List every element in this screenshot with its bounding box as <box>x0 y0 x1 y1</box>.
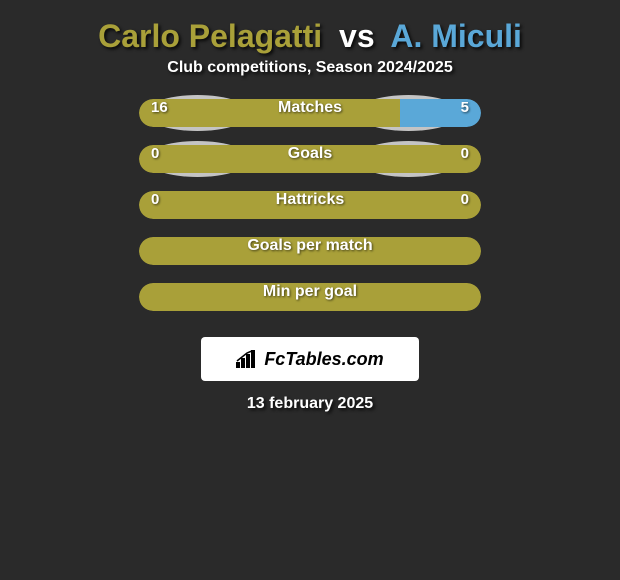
logo-text: FcTables.com <box>264 349 383 370</box>
stat-row: 0 0 Hattricks <box>139 191 481 219</box>
stat-label: Goals per match <box>247 237 372 255</box>
stat-right-value: 5 <box>461 99 469 116</box>
stat-bar: 0 0 Goals <box>139 145 481 173</box>
stat-right-value: 0 <box>461 191 469 208</box>
page-title: Carlo Pelagatti vs A. Miculi <box>98 18 522 55</box>
stat-bar: Goals per match <box>139 237 481 265</box>
stat-row: Min per goal <box>139 283 481 311</box>
stat-label: Goals <box>288 145 332 163</box>
bar-chart-icon <box>236 350 258 368</box>
stat-label: Hattricks <box>276 191 344 209</box>
stat-left-value: 16 <box>151 99 168 116</box>
stat-bar: 0 0 Hattricks <box>139 191 481 219</box>
stat-row: 16 5 Matches <box>139 99 481 127</box>
date-text: 13 february 2025 <box>247 395 373 413</box>
stat-bar: Min per goal <box>139 283 481 311</box>
infographic-container: Carlo Pelagatti vs A. Miculi Club compet… <box>0 0 620 423</box>
stat-label: Matches <box>278 99 342 117</box>
subtitle: Club competitions, Season 2024/2025 <box>167 59 452 77</box>
player1-name: Carlo Pelagatti <box>98 18 322 54</box>
stat-left-value: 0 <box>151 145 159 162</box>
stat-row: Goals per match <box>139 237 481 265</box>
player2-name: A. Miculi <box>390 18 522 54</box>
stat-left-value: 0 <box>151 191 159 208</box>
stat-bar: 16 5 Matches <box>139 99 481 127</box>
stat-label: Min per goal <box>263 283 357 301</box>
stat-row: 0 0 Goals <box>139 145 481 173</box>
stat-right-value: 0 <box>461 145 469 162</box>
logo-box: FcTables.com <box>201 337 419 381</box>
logo: FcTables.com <box>236 349 383 370</box>
vs-text: vs <box>339 18 375 54</box>
bar-left-segment <box>139 99 400 127</box>
stat-rows: 16 5 Matches 0 0 Goals 0 0 Hattricks Goals per ma… <box>139 99 481 329</box>
